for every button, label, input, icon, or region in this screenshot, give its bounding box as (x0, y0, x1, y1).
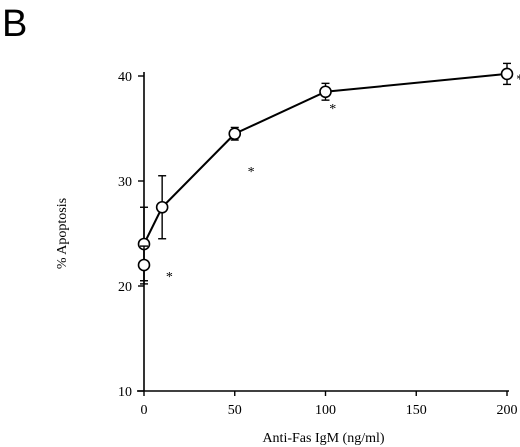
data-point (228, 127, 242, 141)
x-tick-label: 100 (315, 403, 336, 418)
x-tick-label: 200 (497, 403, 518, 418)
y-tick-label: 40 (118, 70, 132, 85)
y-tick-label: 20 (118, 280, 132, 295)
data-point-extra (137, 258, 151, 272)
x-axis-label: Anti-Fas IgM (ng/ml) (262, 431, 384, 446)
y-axis-label: % Apoptosis (55, 198, 70, 269)
data-point (500, 67, 514, 81)
panel-letter: B (2, 3, 27, 45)
x-tick-label: 150 (406, 403, 427, 418)
y-tick-label: 10 (118, 385, 132, 400)
data-point (155, 200, 169, 214)
y-tick-label: 30 (118, 175, 132, 190)
data-point (319, 85, 332, 99)
significance-marker: * (329, 102, 336, 117)
x-tick-label: 0 (141, 403, 148, 418)
x-tick-label: 50 (228, 403, 242, 418)
significance-marker: * (248, 165, 255, 180)
significance-marker: * (166, 270, 173, 285)
significance-marker: * (516, 72, 520, 87)
chart-area: 0 50 100 150 200 10 20 30 40 Anti-Fas IgM (ng/ml)… (55, 62, 520, 446)
